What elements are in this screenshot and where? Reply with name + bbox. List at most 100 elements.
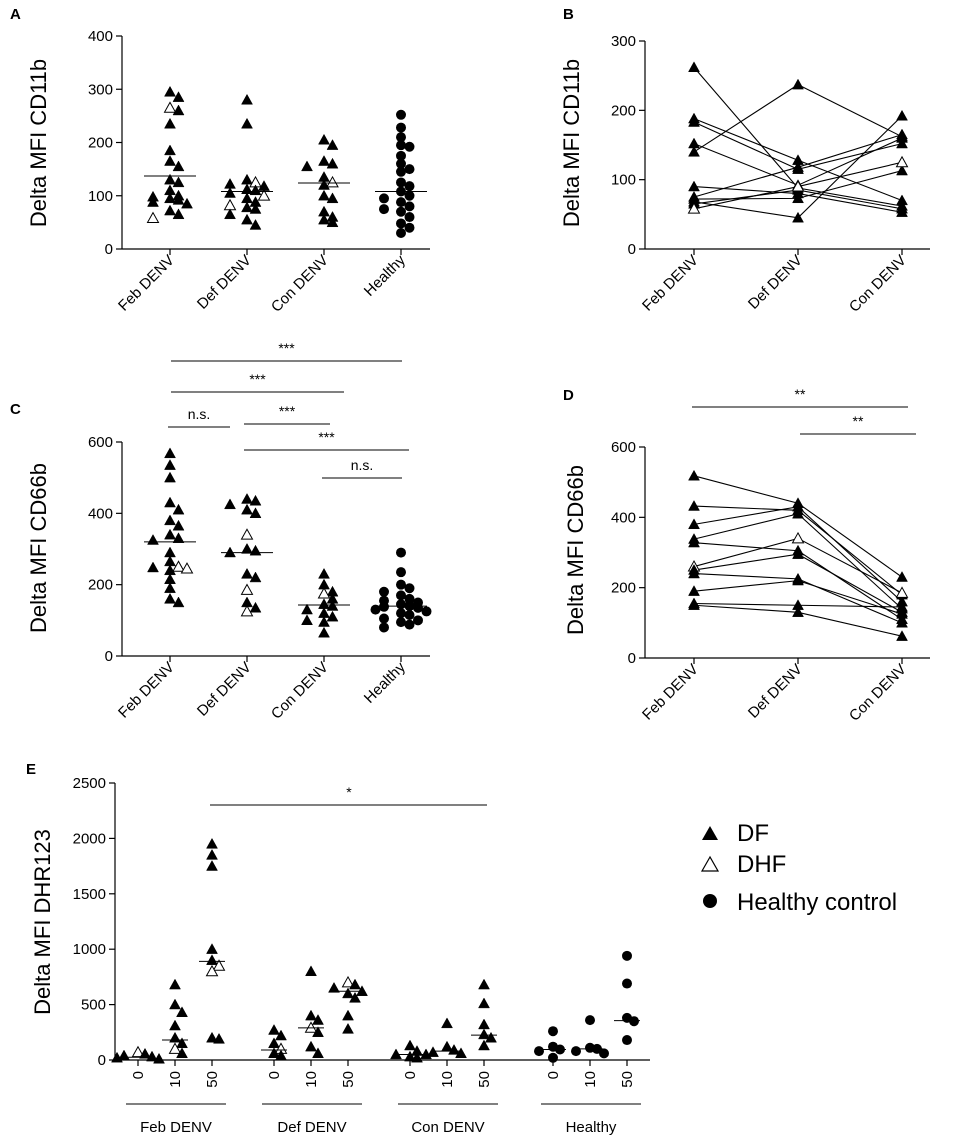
panel-C-data-point (164, 514, 176, 526)
panel-e-data-point (328, 981, 340, 993)
panel-C-data-point (379, 586, 389, 597)
panel-e-data-point (139, 1047, 151, 1059)
panel-C-data-point (396, 547, 406, 558)
panel-C-data-point (249, 494, 262, 506)
panel-A-data-point (224, 187, 236, 198)
panel-A-data-point (326, 192, 339, 204)
panel-A-data-point (164, 204, 176, 216)
panel-D-data-point (688, 536, 700, 548)
panel-C-data-point (318, 626, 330, 638)
panel-A-y-tick-label: 100 (88, 188, 113, 205)
panel-A-data-point (396, 132, 406, 143)
panel-a-y-axis-label: Delta MFI CD11b (26, 59, 51, 227)
panel-A-data-point (172, 208, 185, 220)
panel-e-data-point (599, 1048, 609, 1059)
panel-A-data-point (396, 177, 406, 188)
panel-C-x-tick-label: Con DENV (268, 659, 332, 723)
panel-A-data-point (224, 208, 236, 220)
panel-B-data-point (792, 78, 804, 90)
panel-C-data-point (172, 519, 185, 531)
panel-A-data-point (146, 211, 160, 224)
panel-e-data-point (212, 959, 226, 971)
panel-A-data-point (379, 193, 389, 204)
panel-C-data-point (172, 596, 185, 608)
panel-B-data-point (688, 145, 700, 157)
panel-A-data-point (396, 218, 406, 229)
panel-D-data-point (791, 531, 805, 544)
panel-e-dose-label: 10 (439, 1071, 456, 1088)
panel-e-data-point (275, 1049, 287, 1061)
panel-A-x-tick-label: Feb DENV (115, 252, 178, 315)
panel-C-data-point (164, 447, 176, 459)
panel-e-data-point (131, 1045, 145, 1058)
panel-C-data-point (318, 567, 330, 579)
panel-B-x-tick-label: Con DENV (846, 252, 910, 316)
panel-B-data-point (791, 180, 805, 192)
panel-A-data-point (163, 101, 177, 113)
panel-A-data-point (318, 133, 330, 145)
panel-A-data-point (241, 201, 253, 213)
panel-e-dose-label: 10 (582, 1071, 599, 1088)
panel-e-group-label: Healthy (566, 1119, 617, 1136)
panel-C-data-point (379, 613, 389, 624)
panel-C-significance-label: *** (279, 403, 296, 419)
panel-D-x-tick-label: Con DENV (846, 661, 910, 725)
panel-D-data-point (688, 567, 700, 579)
panel-A-data-point (147, 196, 159, 207)
panel-e-data-point (305, 1009, 317, 1021)
panel-A-data-point (396, 197, 406, 208)
panel-D-data-point (688, 469, 700, 481)
panel-C-data-point (396, 599, 406, 610)
panel-e-data-point (585, 1015, 595, 1026)
panel-A-data-point (164, 117, 176, 129)
panel-e-data-point (312, 1026, 324, 1037)
panel-e-y-axis-label: Delta MFI DHR123 (30, 829, 55, 1015)
panel-B-y-tick-label: 300 (611, 33, 636, 50)
panel-B-data-point (792, 161, 804, 172)
panel-A-data-point (164, 85, 176, 97)
panel-A-y-tick-label: 0 (105, 241, 113, 258)
panel-e-data-point (427, 1046, 439, 1057)
panel-A-data-point (181, 197, 193, 209)
panel-d: D Delta MFI CD66b 0 200 400 600 Feb DENV Def … (563, 386, 930, 725)
panel-C-data-point (172, 503, 185, 515)
panel-B-data-point (896, 128, 908, 140)
panel-e-data-point (275, 1029, 287, 1041)
panel-e-data-point (478, 1039, 490, 1051)
panel-A-y-tick-label: 300 (88, 81, 113, 98)
panel-e-data-point (213, 1032, 225, 1044)
panel-e-group-label: Def DENV (277, 1119, 346, 1136)
panel-A-data-point (396, 150, 406, 161)
panel-C-y-tick-label: 400 (88, 505, 113, 522)
panel-C-y-tick-label: 200 (88, 577, 113, 594)
panel-C-data-point (224, 546, 236, 558)
panel-C-y-tick-label: 600 (88, 434, 113, 451)
panel-A-data-point (404, 181, 415, 192)
legend-triangle-open-marker (700, 855, 720, 872)
panel-A-data-point (404, 222, 415, 233)
panel-D-data-point (688, 599, 700, 610)
panel-e-y-tick-label: 1000 (73, 941, 106, 958)
panel-C-data-point (180, 562, 194, 574)
panel-A-data-point (172, 193, 185, 205)
panel-A-data-point (404, 212, 415, 223)
panel-D-data-point (792, 574, 804, 586)
panel-e-data-point (404, 1039, 416, 1051)
panel-e-data-point (341, 975, 355, 988)
panel-C-data-point (379, 622, 389, 633)
legend-item-dhf: DHF (700, 851, 786, 878)
panel-A-data-point (241, 117, 253, 129)
panel-e-data-point (441, 1040, 453, 1052)
panel-e-y-tick-label: 2000 (73, 830, 106, 847)
panel-D-y-tick-label: 200 (611, 580, 636, 597)
panel-e-data-point (312, 1047, 324, 1059)
legend-item-df: DF (702, 820, 769, 847)
legend-item-healthy-control: Healthy control (703, 889, 897, 916)
panel-C-data-point (164, 459, 176, 470)
panel-C-data-point (240, 528, 254, 540)
panel-e-data-point (205, 964, 219, 977)
panel-C-x-tick-label: Def DENV (194, 659, 255, 720)
panel-e-data-point (478, 997, 490, 1009)
panel-B-data-point (688, 61, 700, 72)
panel-D-data-point (896, 600, 908, 612)
